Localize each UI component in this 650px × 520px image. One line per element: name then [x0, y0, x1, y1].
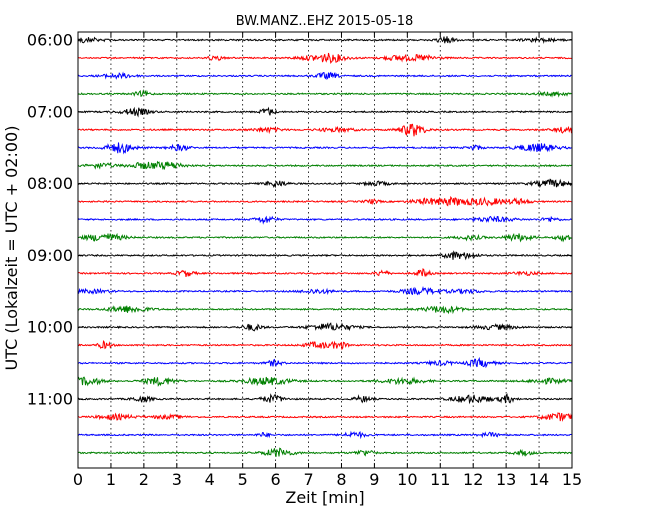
x-tick-label: 6 — [271, 470, 281, 489]
trace-line — [77, 340, 572, 351]
y-tick-label: 08:00 — [27, 174, 73, 193]
trace-line — [77, 215, 572, 225]
trace-line — [77, 376, 572, 387]
x-tick-label: 8 — [336, 470, 346, 489]
seismic-traces — [77, 36, 572, 457]
y-tick-label: 06:00 — [27, 31, 73, 50]
trace-line — [77, 71, 572, 81]
trace-line — [77, 412, 572, 422]
y-tick-label: 10:00 — [27, 318, 73, 337]
trace-line — [77, 195, 572, 207]
x-tick-label: 0 — [73, 470, 83, 489]
trace-line — [77, 232, 572, 243]
x-axis-ticks: 0 1 2 3 4 5 6 7 8 9 10 11 12 13 14 15 — [73, 32, 582, 489]
trace-line — [77, 430, 572, 440]
x-tick-label: 3 — [172, 470, 182, 489]
x-tick-label: 10 — [397, 470, 417, 489]
trace-line — [77, 89, 572, 98]
y-axis-ticks: 06:00 07:00 08:00 09:00 10:00 11:00 — [27, 31, 572, 409]
x-tick-label: 13 — [496, 470, 516, 489]
trace-line — [77, 356, 572, 369]
x-tick-label: 15 — [562, 470, 582, 489]
grid-lines — [110, 32, 540, 468]
x-tick-label: 1 — [106, 470, 116, 489]
trace-line — [77, 447, 572, 457]
x-tick-label: 9 — [369, 470, 379, 489]
trace-line — [77, 36, 572, 45]
y-tick-label: 11:00 — [27, 390, 73, 409]
x-tick-label: 11 — [430, 470, 450, 489]
x-tick-label: 4 — [205, 470, 215, 489]
y-axis-label: UTC (Lokalzeit = UTC + 02:00) — [2, 126, 21, 371]
y-tick-label: 09:00 — [27, 246, 73, 265]
trace-line — [77, 142, 572, 155]
trace-line — [77, 123, 572, 137]
plot-frame — [77, 31, 573, 469]
x-tick-label: 5 — [238, 470, 248, 489]
trace-line — [77, 285, 572, 296]
trace-line — [77, 393, 572, 405]
trace-line — [77, 305, 572, 315]
x-tick-label: 12 — [463, 470, 483, 489]
x-tick-label: 14 — [529, 470, 549, 489]
chart-title: BW.MANZ..EHZ 2015-05-18 — [236, 14, 414, 29]
x-tick-label: 2 — [139, 470, 149, 489]
trace-line — [77, 160, 572, 170]
trace-line — [77, 106, 572, 118]
x-tick-label: 7 — [303, 470, 313, 489]
x-axis-label: Zeit [min] — [285, 488, 364, 507]
trace-line — [77, 52, 572, 65]
trace-line — [77, 178, 572, 189]
trace-line — [77, 250, 572, 261]
trace-line — [77, 322, 572, 332]
trace-line — [77, 268, 572, 278]
y-tick-label: 07:00 — [27, 102, 73, 121]
